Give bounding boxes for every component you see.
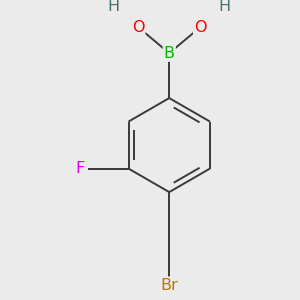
Text: O: O <box>194 20 207 34</box>
Text: H: H <box>107 0 120 14</box>
Text: B: B <box>164 46 175 61</box>
Text: H: H <box>219 0 231 14</box>
Text: O: O <box>132 20 144 34</box>
Text: F: F <box>76 161 85 176</box>
Text: Br: Br <box>160 278 178 292</box>
